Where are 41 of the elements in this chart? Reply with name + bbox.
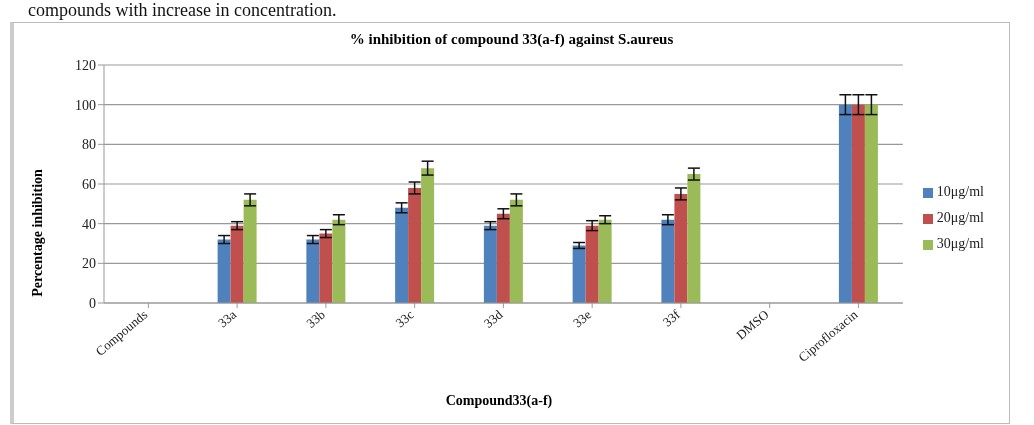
y-tick-label: 20 xyxy=(82,256,96,272)
y-tick-label: 0 xyxy=(89,295,96,311)
x-tick-label: 33e xyxy=(570,306,595,331)
bar xyxy=(851,104,865,303)
bar xyxy=(483,225,497,303)
bar xyxy=(838,104,852,303)
legend-label: 20μg/ml xyxy=(936,210,984,225)
bar xyxy=(408,187,422,303)
bar xyxy=(395,207,409,303)
x-axis-title: Compound33(a-f) xyxy=(444,393,554,409)
bar xyxy=(243,199,257,303)
x-tick-label: 33a xyxy=(215,306,240,331)
bar xyxy=(496,213,510,303)
y-tick-label: 100 xyxy=(75,97,96,113)
y-tick-label: 80 xyxy=(82,137,96,153)
bar xyxy=(421,168,435,303)
y-tick-label: 120 xyxy=(75,57,96,73)
bar xyxy=(661,219,675,303)
bar xyxy=(230,225,244,303)
bar xyxy=(674,193,688,303)
legend-label: 30μg/ml xyxy=(936,236,984,251)
bar xyxy=(572,245,586,303)
x-tick-label: 33b xyxy=(303,306,328,331)
bar xyxy=(319,233,333,303)
bar xyxy=(585,225,599,303)
chart-title: % inhibition of compound 33(a-f) against S.aureus xyxy=(348,31,675,48)
y-tick-label: 60 xyxy=(82,176,96,192)
bar xyxy=(687,174,701,303)
text: compounds with increase in concentration. xyxy=(28,0,337,21)
y-axis-title: Percentage inhibition xyxy=(30,169,46,297)
bar xyxy=(509,199,523,303)
y-tick-label: 40 xyxy=(82,216,96,232)
bar xyxy=(332,219,346,303)
legend-label: 10μg/ml xyxy=(936,184,984,199)
bar xyxy=(217,239,231,303)
x-tick-label: 33c xyxy=(392,306,417,331)
x-tick-label: 33f xyxy=(659,306,684,330)
bar xyxy=(306,239,320,303)
x-tick-label: 33d xyxy=(480,306,506,331)
bar xyxy=(864,104,878,303)
bar xyxy=(598,219,612,303)
